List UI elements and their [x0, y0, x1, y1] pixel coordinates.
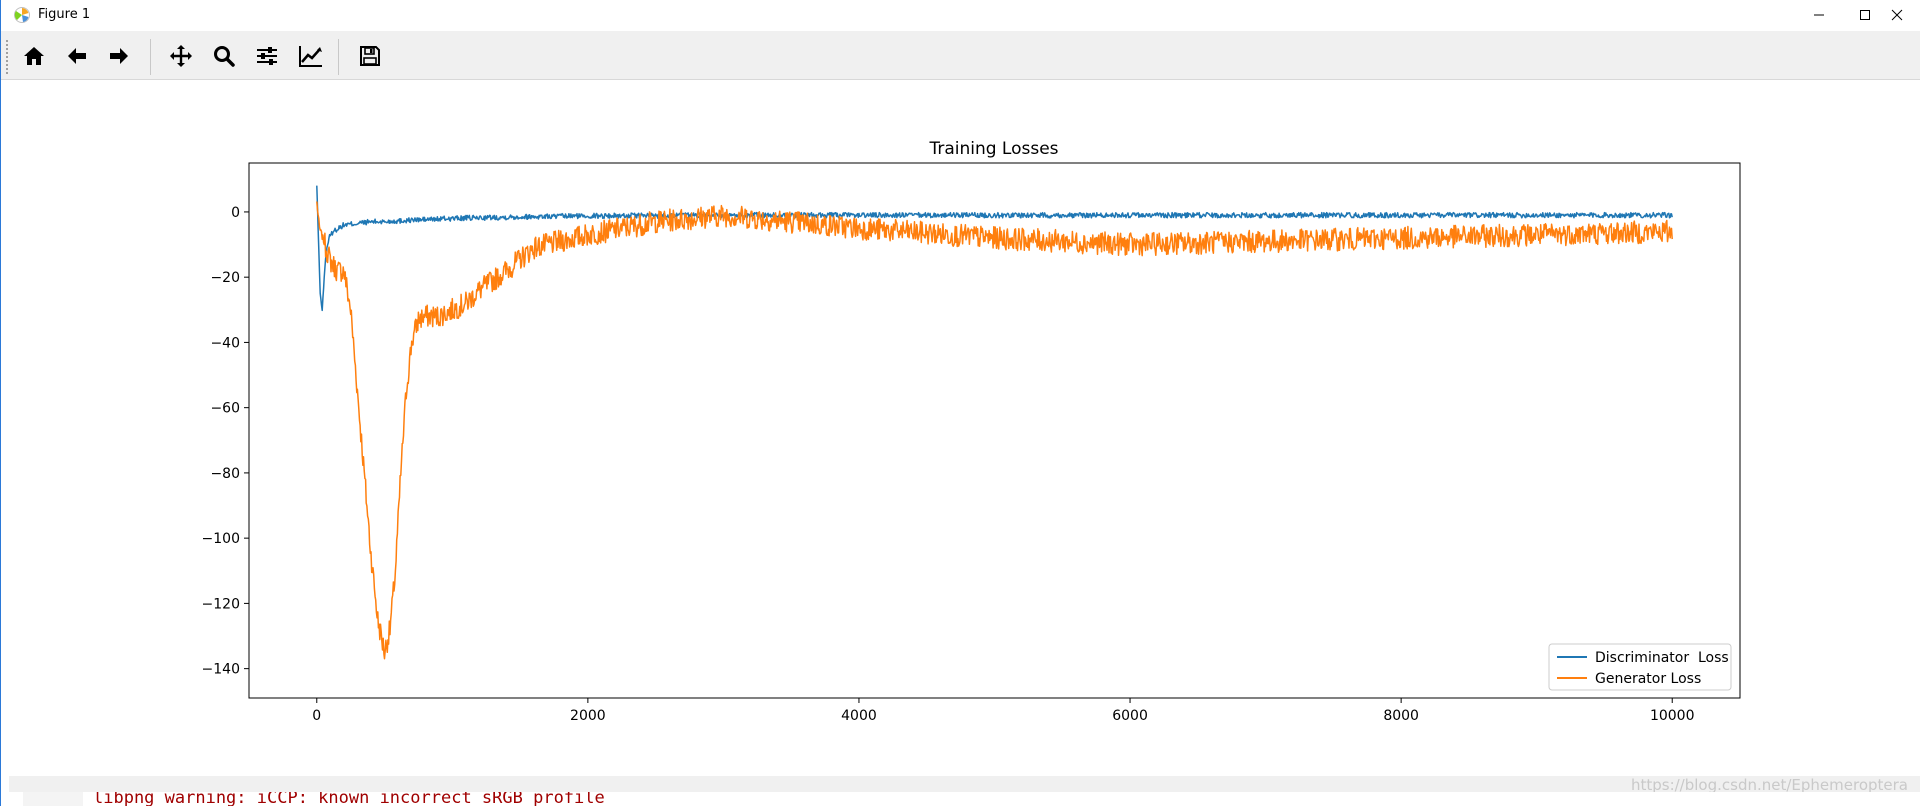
forward-button[interactable]	[102, 39, 136, 73]
y-tick-label: −60	[210, 401, 240, 417]
x-tick-label: 8000	[1383, 708, 1419, 724]
toolbar-separator	[338, 39, 339, 75]
back-arrow-icon	[68, 48, 86, 64]
y-tick-label: −20	[210, 270, 240, 286]
legend-generator-label: Generator Loss	[1595, 671, 1701, 687]
x-tick-label: 0	[312, 708, 321, 724]
x-tick-label: 10000	[1650, 708, 1695, 724]
watermark-text: https://blog.csdn.net/Ephemeroptera	[1630, 776, 1908, 794]
save-button[interactable]	[353, 39, 387, 73]
chart-title: Training Losses	[928, 139, 1058, 159]
discriminator-loss-line	[316, 185, 1673, 312]
edit-axis-icon	[299, 46, 322, 67]
status-bar	[9, 776, 1920, 792]
x-axis: 0 2000 4000 6000 8000 10000	[312, 698, 1695, 724]
x-tick-label: 4000	[841, 708, 877, 724]
y-tick-label: −80	[210, 466, 240, 482]
maximize-button[interactable]	[1843, 0, 1889, 30]
configure-subplots-icon	[257, 47, 277, 65]
y-tick-label: 0	[231, 205, 240, 221]
legend-discriminator-label: Discriminator Loss	[1595, 650, 1729, 666]
console-output: libpng warning: iCCP: known incorrect sR…	[1, 792, 1920, 806]
home-icon	[24, 47, 44, 65]
matplotlib-app-icon	[14, 7, 30, 23]
console-gutter	[23, 792, 83, 806]
navigation-toolbar	[1, 31, 1920, 80]
legend-box	[1548, 643, 1732, 691]
configure-subplots-button[interactable]	[250, 39, 284, 73]
close-icon	[1891, 9, 1903, 21]
y-tick-label: −40	[210, 335, 240, 351]
console-warning-text: libpng warning: iCCP: known incorrect sR…	[93, 792, 605, 806]
training-losses-chart: Training Losses 0 −20 −40 −60 −80 −100 −120 −14…	[202, 139, 1741, 724]
back-button[interactable]	[60, 39, 94, 73]
minimize-icon	[1814, 14, 1824, 16]
plot-frame	[248, 162, 1741, 699]
y-tick-label: −120	[202, 596, 240, 612]
zoom-icon	[214, 46, 235, 67]
home-button[interactable]	[17, 39, 51, 73]
edit-axis-button[interactable]	[293, 39, 327, 73]
zoom-button[interactable]	[207, 39, 241, 73]
toolbar-separator	[150, 39, 151, 75]
generator-loss-line	[316, 201, 1673, 660]
forward-arrow-icon	[110, 48, 128, 64]
figure-canvas[interactable]: Training Losses 0 −20 −40 −60 −80 −100 −120 −14…	[9, 80, 1920, 776]
window-title: Figure 1	[38, 7, 91, 22]
title-bar[interactable]: Figure 1	[1, 0, 1920, 30]
save-icon	[360, 46, 380, 66]
y-axis: 0 −20 −40 −60 −80 −100 −120 −140	[202, 205, 249, 678]
legend: Discriminator Loss Generator Loss	[1548, 643, 1732, 691]
pan-icon	[170, 45, 192, 67]
pan-button[interactable]	[164, 39, 198, 73]
maximize-icon	[1860, 10, 1870, 20]
toolbar-grip[interactable]	[5, 39, 9, 75]
close-button[interactable]	[1875, 0, 1920, 30]
minimize-button[interactable]	[1797, 0, 1843, 30]
y-tick-label: −100	[202, 531, 240, 547]
y-tick-label: −140	[202, 662, 240, 678]
x-tick-label: 2000	[570, 708, 606, 724]
x-tick-label: 6000	[1112, 708, 1148, 724]
